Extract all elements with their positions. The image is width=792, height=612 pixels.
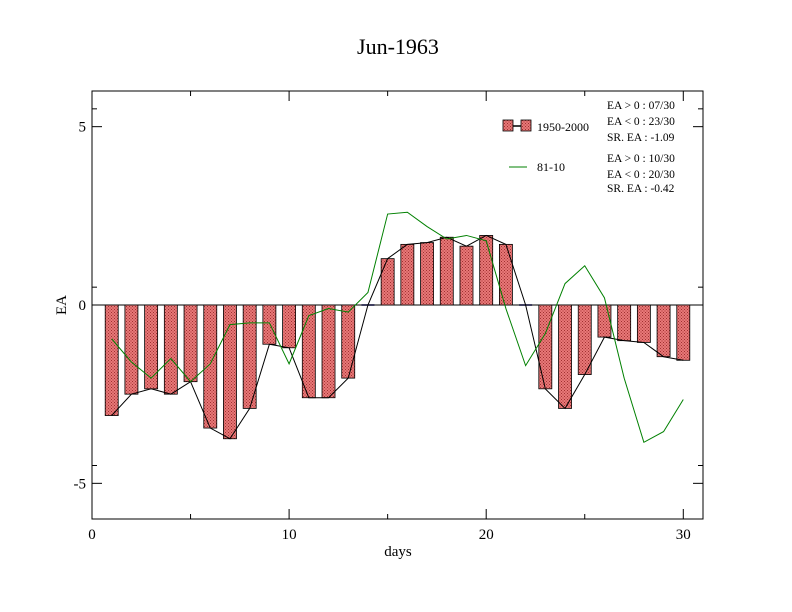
bar <box>144 304 159 390</box>
bar <box>341 304 356 379</box>
stat-text: SR. EA : -1.09 <box>607 132 675 144</box>
chart-title: Jun-1963 <box>357 34 439 59</box>
bar <box>420 242 434 306</box>
legend-label: 81-10 <box>537 160 565 174</box>
stat-text: EA > 0 : 10/30 <box>607 153 675 165</box>
x-tick-label: 10 <box>282 527 297 543</box>
bar <box>439 236 454 306</box>
stats-box: EA > 0 : 07/30 EA < 0 : 23/30 SR. EA : -… <box>607 100 675 195</box>
bar <box>183 304 198 383</box>
bar <box>301 304 316 399</box>
bar <box>617 304 632 342</box>
bar <box>479 235 494 306</box>
y-axis-label: EA <box>54 295 70 315</box>
line-series-81-10 <box>111 211 684 444</box>
bar <box>282 304 297 349</box>
y-tick-label: -5 <box>74 476 87 492</box>
y-tick-label: 0 <box>79 298 87 314</box>
legend-swatch-bar <box>502 119 514 132</box>
bar <box>656 304 671 358</box>
y-tick-label: 5 <box>79 120 87 136</box>
bar <box>676 304 691 361</box>
stat-text: SR. EA : -0.42 <box>607 183 675 195</box>
bar <box>538 304 553 390</box>
bar <box>203 304 218 429</box>
bar <box>558 304 572 409</box>
legend-swatch-bar <box>520 119 532 132</box>
bar <box>636 304 651 343</box>
axis-ticks: 0 10 20 30 5 0 -5 <box>74 91 703 543</box>
x-axis-label: days <box>384 544 412 560</box>
bar <box>400 243 415 306</box>
series-line-1950-2000 <box>111 234 684 440</box>
bar <box>163 304 178 395</box>
bars-series-1950-2000 <box>104 235 691 440</box>
stat-text: EA > 0 : 07/30 <box>607 100 675 112</box>
bar <box>597 304 612 338</box>
legend-label: 1950-2000 <box>537 120 589 134</box>
bar <box>321 304 336 399</box>
x-tick-label: 30 <box>676 527 691 543</box>
bar <box>498 243 513 306</box>
series-line-81-10 <box>111 211 684 444</box>
bar <box>104 304 119 416</box>
x-tick-label: 20 <box>479 527 494 543</box>
bar <box>262 304 277 345</box>
legend-entry-81-10: 81-10 <box>509 160 565 174</box>
legend-entry-1950-2000: 1950-2000 <box>502 119 589 134</box>
legend: 1950-2000 81-10 <box>502 119 589 174</box>
bar <box>459 245 474 306</box>
x-tick-label: 0 <box>88 527 96 543</box>
bar <box>380 258 395 306</box>
stat-text: EA < 0 : 23/30 <box>607 116 675 128</box>
stat-text: EA < 0 : 20/30 <box>607 169 675 181</box>
bar <box>577 304 592 375</box>
line-series-1950-2000 <box>111 234 684 440</box>
bar <box>124 304 139 395</box>
